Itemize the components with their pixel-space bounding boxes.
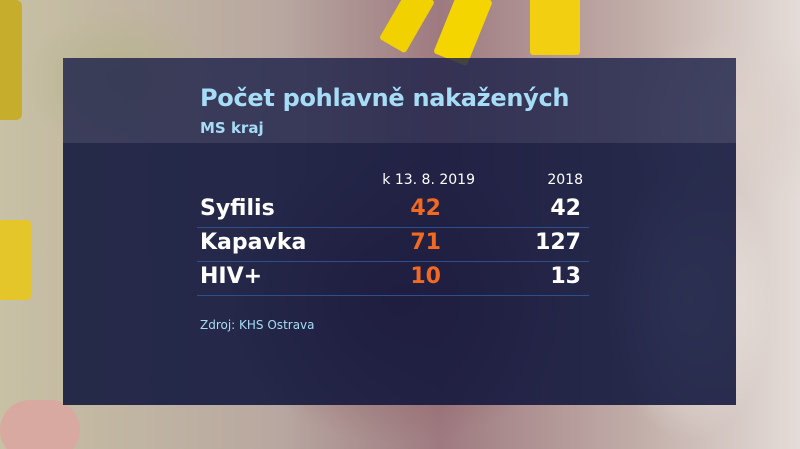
table-row: HIV+ 10 13 (197, 262, 589, 296)
row-label: Syfilis (200, 196, 275, 221)
chart-subtitle: MS kraj (200, 119, 264, 137)
infographic-panel (63, 58, 736, 405)
value-previous: 42 (550, 196, 581, 221)
value-previous: 127 (535, 230, 581, 255)
value-current: 10 (410, 264, 441, 289)
value-current: 71 (410, 230, 441, 255)
background-yellow-sign (0, 220, 32, 300)
row-label: Kapavka (200, 230, 307, 255)
background-hand (0, 400, 80, 449)
background-yellow-stripe (530, 0, 580, 55)
panel-header-band (63, 58, 736, 143)
panel-body-band (63, 143, 736, 405)
table-row: Kapavka 71 127 (197, 228, 589, 262)
source-note: Zdroj: KHS Ostrava (200, 318, 315, 332)
background-yellow-stripe (433, 0, 493, 67)
value-previous: 13 (550, 264, 581, 289)
value-current: 42 (410, 196, 441, 221)
row-label: HIV+ (200, 264, 263, 289)
column-header-previous: 2018 (547, 172, 583, 188)
background-yellow-object (0, 0, 22, 120)
chart-title: Počet pohlavně nakažených (200, 84, 570, 112)
background-yellow-stripe (379, 0, 435, 54)
table-row: Syfilis 42 42 (197, 194, 589, 228)
column-header-current: k 13. 8. 2019 (382, 172, 475, 188)
